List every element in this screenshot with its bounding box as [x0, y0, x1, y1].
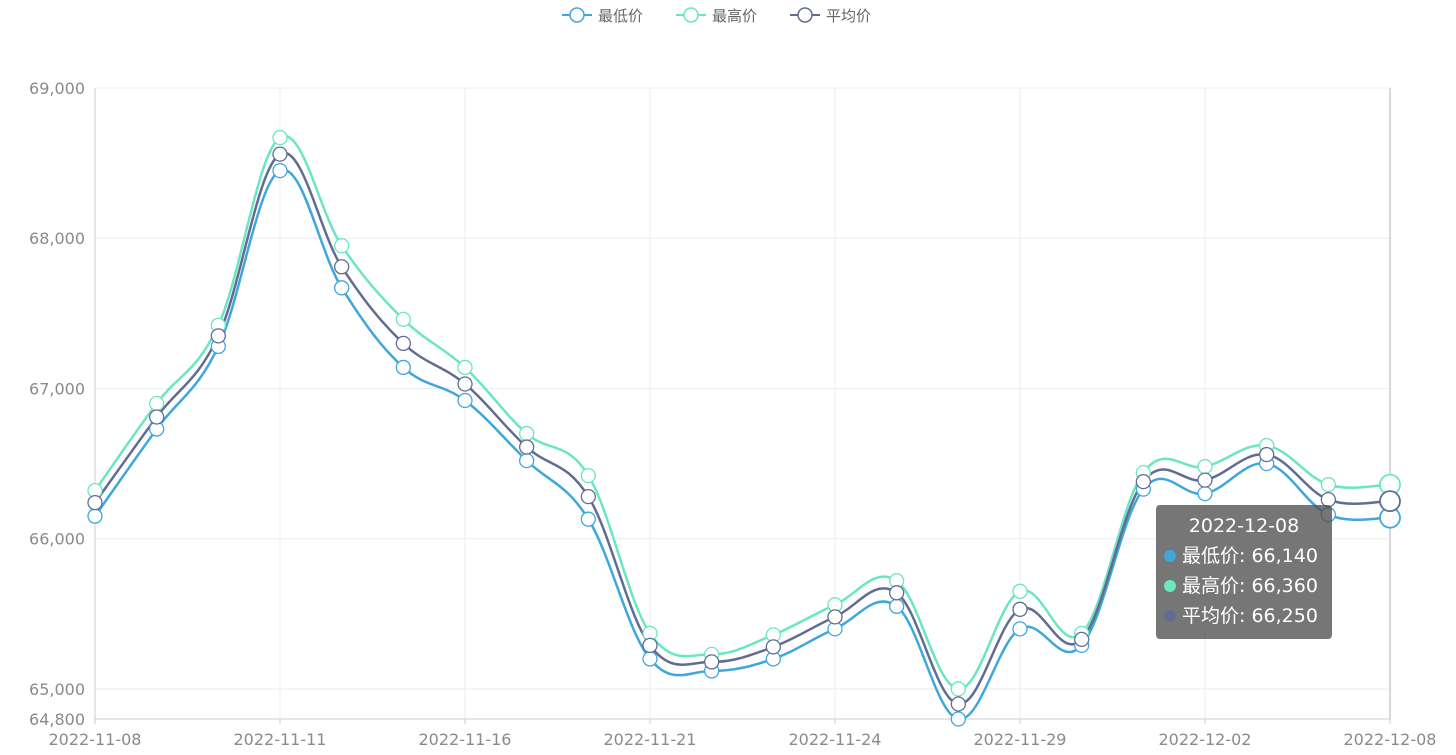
series-point-0[interactable]	[1197, 485, 1213, 502]
tooltip-row-avg-value: 66,250	[1251, 605, 1318, 627]
series-point-2[interactable]	[827, 609, 843, 625]
series-point-1[interactable]	[272, 129, 288, 146]
y-tick-label: 67,000	[29, 379, 85, 398]
series-point-1[interactable]	[580, 467, 596, 484]
series-point-0[interactable]	[580, 511, 596, 527]
series-point-2[interactable]	[1197, 472, 1213, 488]
legend-item-1[interactable]: 最高价	[676, 7, 757, 25]
tooltip-row-avg-name: 平均价	[1182, 605, 1240, 627]
axes: 64,800 65,000 66,000 67,000 68,000 69,000 2022…	[29, 79, 1436, 749]
series-point-2[interactable]	[1135, 473, 1151, 490]
series-point-2[interactable]	[765, 639, 781, 655]
legend-item-0[interactable]: 最低价	[562, 7, 643, 25]
series-point-2[interactable]	[457, 376, 473, 392]
y-tick-label: 65,000	[29, 680, 85, 699]
tooltip-row-low-value: 66,140	[1251, 545, 1318, 567]
x-tick-label: 2022-11-24	[789, 730, 882, 749]
series-point-1[interactable]	[457, 359, 473, 376]
series-point-0[interactable]	[1012, 621, 1028, 637]
tooltip-row-high-name: 最高价	[1182, 575, 1240, 597]
tooltip-row-low: 最低价: 66,140	[1164, 541, 1324, 571]
y-tick-label: 69,000	[29, 79, 85, 98]
series-point-1[interactable]	[334, 238, 350, 254]
series-layer	[87, 129, 1401, 727]
series-point-2[interactable]	[334, 259, 350, 275]
legend-marker-icon	[569, 7, 585, 23]
series-point-2[interactable]	[395, 335, 411, 352]
tooltip-dot-avg	[1164, 609, 1176, 622]
series-point-0[interactable]	[87, 508, 103, 524]
series-point-1[interactable]	[1197, 458, 1213, 475]
legend-marker-icon	[797, 7, 813, 23]
tooltip-dot-low	[1164, 549, 1176, 562]
series-point-0[interactable]	[457, 392, 473, 409]
series-point-2[interactable]	[580, 488, 596, 505]
y-tick-label: 64,800	[29, 710, 85, 729]
legend-label: 最低价	[598, 7, 643, 25]
series-point-2[interactable]	[149, 409, 165, 425]
series-point-1[interactable]	[149, 395, 165, 412]
series-point-2[interactable]	[1074, 631, 1090, 648]
tooltip-title: 2022-12-08	[1188, 515, 1300, 537]
series-point-2[interactable]	[210, 328, 226, 344]
series-point-2[interactable]	[704, 654, 720, 670]
tooltip-row-high: 最高价: 66,360	[1164, 571, 1324, 601]
x-tick-label: 2022-12-02	[1159, 730, 1252, 749]
series-point-1[interactable]	[519, 425, 535, 442]
x-tick-label: 2022-11-08	[49, 730, 142, 749]
series-point-2[interactable]	[272, 146, 288, 162]
tooltip: 2022-12-08 最低价: 66,140 最高价: 66,360 平均价: …	[1156, 505, 1332, 639]
series-point-2[interactable]	[1259, 446, 1275, 463]
series-point-1[interactable]	[1320, 476, 1336, 493]
legend[interactable]: 最低价 最高价 平均价	[562, 7, 871, 25]
y-tick-label: 68,000	[29, 229, 85, 248]
legend-label: 平均价	[826, 7, 871, 25]
x-tick-label: 2022-12-08	[1344, 730, 1437, 749]
series-point-1[interactable]	[1012, 583, 1028, 599]
legend-label: 最高价	[712, 7, 757, 25]
legend-marker-icon	[683, 7, 699, 23]
tooltip-row-avg: 平均价: 66,250	[1164, 601, 1324, 631]
x-tick-label: 2022-11-11	[234, 730, 327, 749]
series-point-0[interactable]	[889, 598, 905, 614]
series-point-1[interactable]	[395, 311, 411, 328]
x-tick-label: 2022-11-21	[604, 730, 697, 749]
series-point-0[interactable]	[642, 651, 658, 667]
series-point-2[interactable]	[1379, 490, 1401, 513]
x-tick-label: 2022-11-16	[419, 730, 512, 749]
series-point-0[interactable]	[272, 162, 288, 179]
y-tick-label: 66,000	[29, 530, 85, 549]
series-point-2[interactable]	[519, 439, 535, 455]
tooltip-row-low-name: 最低价	[1182, 545, 1240, 567]
tooltip-row-high-value: 66,360	[1251, 575, 1318, 597]
series-point-2[interactable]	[1012, 601, 1028, 617]
series-point-2[interactable]	[950, 696, 966, 712]
series-point-0[interactable]	[950, 711, 966, 727]
x-tick-label: 2022-11-29	[974, 730, 1067, 749]
series-point-1[interactable]	[950, 681, 966, 697]
series-point-0[interactable]	[395, 359, 411, 376]
legend-item-2[interactable]: 平均价	[790, 7, 871, 25]
series-point-2[interactable]	[642, 637, 658, 654]
series-point-2[interactable]	[889, 585, 905, 601]
series-point-0[interactable]	[334, 280, 350, 296]
tooltip-dot-high	[1164, 579, 1176, 592]
series-point-2[interactable]	[87, 495, 103, 511]
series-point-0[interactable]	[519, 452, 535, 469]
